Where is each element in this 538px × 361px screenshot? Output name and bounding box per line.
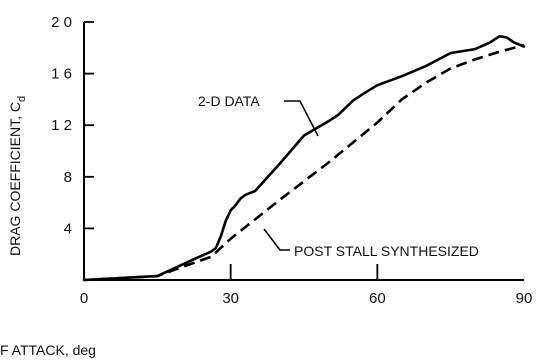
y-tick-label: 1 2 xyxy=(51,117,72,134)
y-ticks: 4 8 1 2 1 6 2 0 xyxy=(51,14,94,237)
series-line-post-stall-synthesized xyxy=(83,43,525,282)
x-tick-label: 90 xyxy=(516,290,533,307)
x-axis-label: F ATTACK, deg xyxy=(0,342,96,358)
y-tick-label: 2 0 xyxy=(51,14,72,31)
annotation-post-stall-label: POST STALL SYNTHESIZED xyxy=(294,243,479,259)
y-axis-label: DRAG COEFFICIENT, Cd xyxy=(7,96,28,256)
annotation-2d-data-label: 2-D DATA xyxy=(198,93,260,109)
y-axis-label-text: DRAG COEFFICIENT, C xyxy=(7,102,23,256)
x-tick-label: 30 xyxy=(222,290,239,307)
y-axis-label-subscript: d xyxy=(16,96,28,102)
y-tick-label: 4 xyxy=(64,220,72,237)
annotation-post-stall-leader xyxy=(263,228,290,251)
series-line-2d-data xyxy=(82,34,526,282)
x-ticks: 0 30 60 90 xyxy=(80,264,533,307)
annotation-post-stall: POST STALL SYNTHESIZED xyxy=(263,228,479,259)
y-tick-label: 8 xyxy=(64,169,72,186)
annotation-2d-data-leader xyxy=(284,100,319,137)
x-tick-label: 0 xyxy=(80,290,88,307)
annotation-2d-data: 2-D DATA xyxy=(198,93,319,137)
y-tick-label: 1 6 xyxy=(51,66,72,83)
x-tick-label: 60 xyxy=(369,290,386,307)
axes xyxy=(83,22,524,281)
